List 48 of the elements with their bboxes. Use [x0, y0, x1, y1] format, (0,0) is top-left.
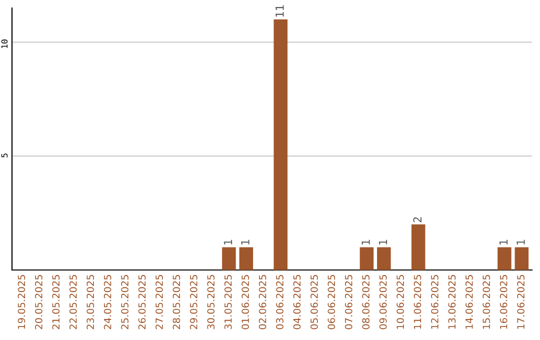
x-tick-label: 28.05.2025	[172, 275, 180, 330]
data-label: 1	[241, 240, 250, 244]
x-tick-label: 16.06.2025	[500, 275, 508, 329]
x-tick-label: 26.05.2025	[138, 275, 146, 330]
x-tick-label: 08.06.2025	[362, 275, 370, 330]
bar	[274, 19, 288, 270]
x-tick-label: 11.06.2025	[414, 275, 422, 329]
x-tick-label: 09.06.2025	[379, 275, 387, 330]
bar	[360, 247, 374, 270]
bar	[411, 224, 426, 270]
x-tick-label: 27.05.2025	[156, 275, 163, 330]
x-tick-label: 02.06.2025	[258, 275, 266, 330]
data-label: 1	[516, 240, 525, 244]
x-tick-label: 19.05.2025	[18, 275, 26, 329]
x-tick-label: 07.06.2025	[344, 275, 352, 330]
x-tick-label: 03.06.2025	[276, 275, 284, 330]
data-label: 11	[276, 5, 284, 17]
x-tick-label: 22.05.2025	[69, 275, 77, 330]
x-tick-label: 15.06.2025	[482, 275, 490, 329]
x-tick-label: 30.05.2025	[207, 275, 215, 330]
bar	[498, 247, 512, 270]
x-tick-label: 31.05.2025	[224, 275, 232, 330]
data-label: 1	[362, 240, 370, 244]
x-tick-label: 29.05.2025	[190, 275, 198, 330]
bar	[377, 247, 391, 270]
x-tick-label: 10.06.2025	[396, 275, 404, 329]
x-tick-label: 13.06.2025	[448, 275, 456, 329]
x-tick-label: 12.06.2025	[431, 275, 438, 329]
x-tick-label: 24.05.2025	[104, 275, 112, 330]
x-tick-label: 14.06.2025	[465, 275, 473, 329]
bar	[514, 247, 529, 270]
x-tick-label: 05.06.2025	[310, 275, 318, 330]
x-tick-label: 21.05.2025	[52, 275, 60, 330]
data-label: 1	[499, 240, 508, 244]
x-tick-label: 23.05.2025	[86, 275, 94, 330]
x-tick-label: 01.06.2025	[242, 275, 249, 330]
y-tick-label: 5	[1, 154, 8, 158]
data-label: 1	[378, 240, 388, 244]
bar	[239, 247, 254, 270]
x-tick-label: 20.05.2025	[35, 275, 42, 330]
bar	[222, 247, 236, 270]
x-tick-label: 06.06.2025	[328, 275, 336, 330]
x-tick-label: 25.05.2025	[121, 275, 128, 330]
data-label: 2	[413, 217, 422, 222]
x-tick-label: 04.06.2025	[293, 275, 301, 330]
x-tick-label: 17.06.2025	[517, 275, 524, 329]
y-tick-label: 10	[1, 40, 8, 48]
data-label: 1	[224, 240, 232, 244]
